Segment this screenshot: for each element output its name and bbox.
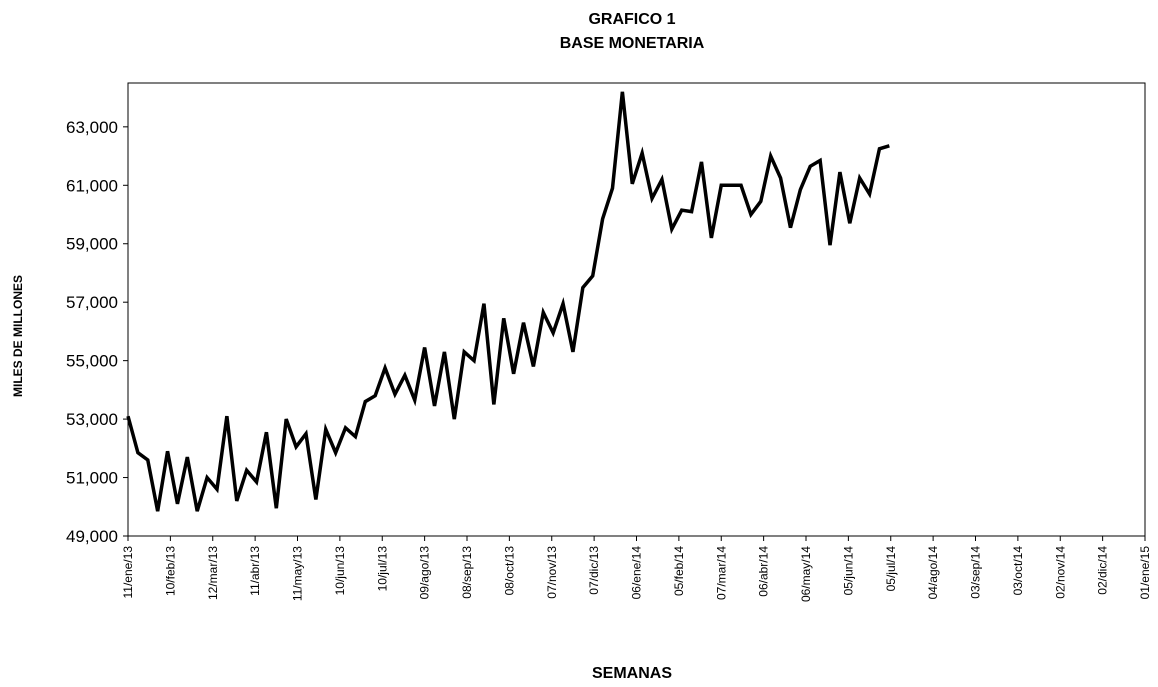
x-tick-label: 05/jun/14	[841, 546, 855, 596]
x-tick-label: 07/nov/13	[545, 546, 559, 599]
x-tick-label: 02/dic/14	[1096, 546, 1110, 595]
x-tick-label: 10/feb/13	[163, 546, 177, 596]
data-line	[126, 91, 890, 512]
y-tick-label: 59,000	[66, 235, 118, 254]
x-tick-label: 10/jun/13	[333, 546, 347, 596]
x-tick-label: 11/may/13	[291, 546, 305, 601]
x-axis-label: SEMANAS	[592, 665, 672, 682]
x-tick-label: 06/ene/14	[630, 546, 644, 600]
x-tick-label: 02/nov/14	[1053, 546, 1067, 599]
y-tick-label: 51,000	[66, 469, 118, 488]
y-tick-label: 63,000	[66, 118, 118, 137]
x-tick-label: 03/oct/14	[1011, 546, 1025, 596]
x-tick-label: 06/abr/14	[757, 546, 771, 597]
y-tick-label: 55,000	[66, 352, 118, 371]
y-tick-label: 53,000	[66, 410, 118, 429]
x-tick-label: 01/ene/15	[1138, 546, 1152, 600]
y-tick-label: 49,000	[66, 527, 118, 546]
x-tick-label: 12/mar/13	[206, 546, 220, 600]
x-tick-label: 05/jul/14	[884, 546, 898, 592]
x-tick-label: 07/dic/13	[587, 546, 601, 595]
x-tick-label: 09/ago/13	[418, 546, 432, 600]
x-tick-label: 06/may/14	[799, 546, 813, 602]
x-tick-label: 10/jul/13	[375, 546, 389, 592]
x-tick-label: 11/abr/13	[248, 546, 262, 596]
x-tick-label: 05/feb/14	[672, 546, 686, 596]
chart-subtitle: BASE MONETARIA	[560, 35, 705, 52]
x-tick-label: 04/ago/14	[926, 546, 940, 600]
chart-title: GRAFICO 1	[588, 11, 675, 28]
y-axis-label: MILES DE MILLONES	[11, 275, 25, 397]
x-tick-label: 08/oct/13	[502, 546, 516, 596]
y-tick-label: 61,000	[66, 176, 118, 195]
x-tick-label: 07/mar/14	[714, 546, 728, 600]
y-tick-label: 57,000	[66, 293, 118, 312]
x-tick-label: 11/ene/13	[121, 546, 135, 599]
x-tick-label: 03/sep/14	[969, 546, 983, 599]
x-tick-label: 08/sep/13	[460, 546, 474, 599]
